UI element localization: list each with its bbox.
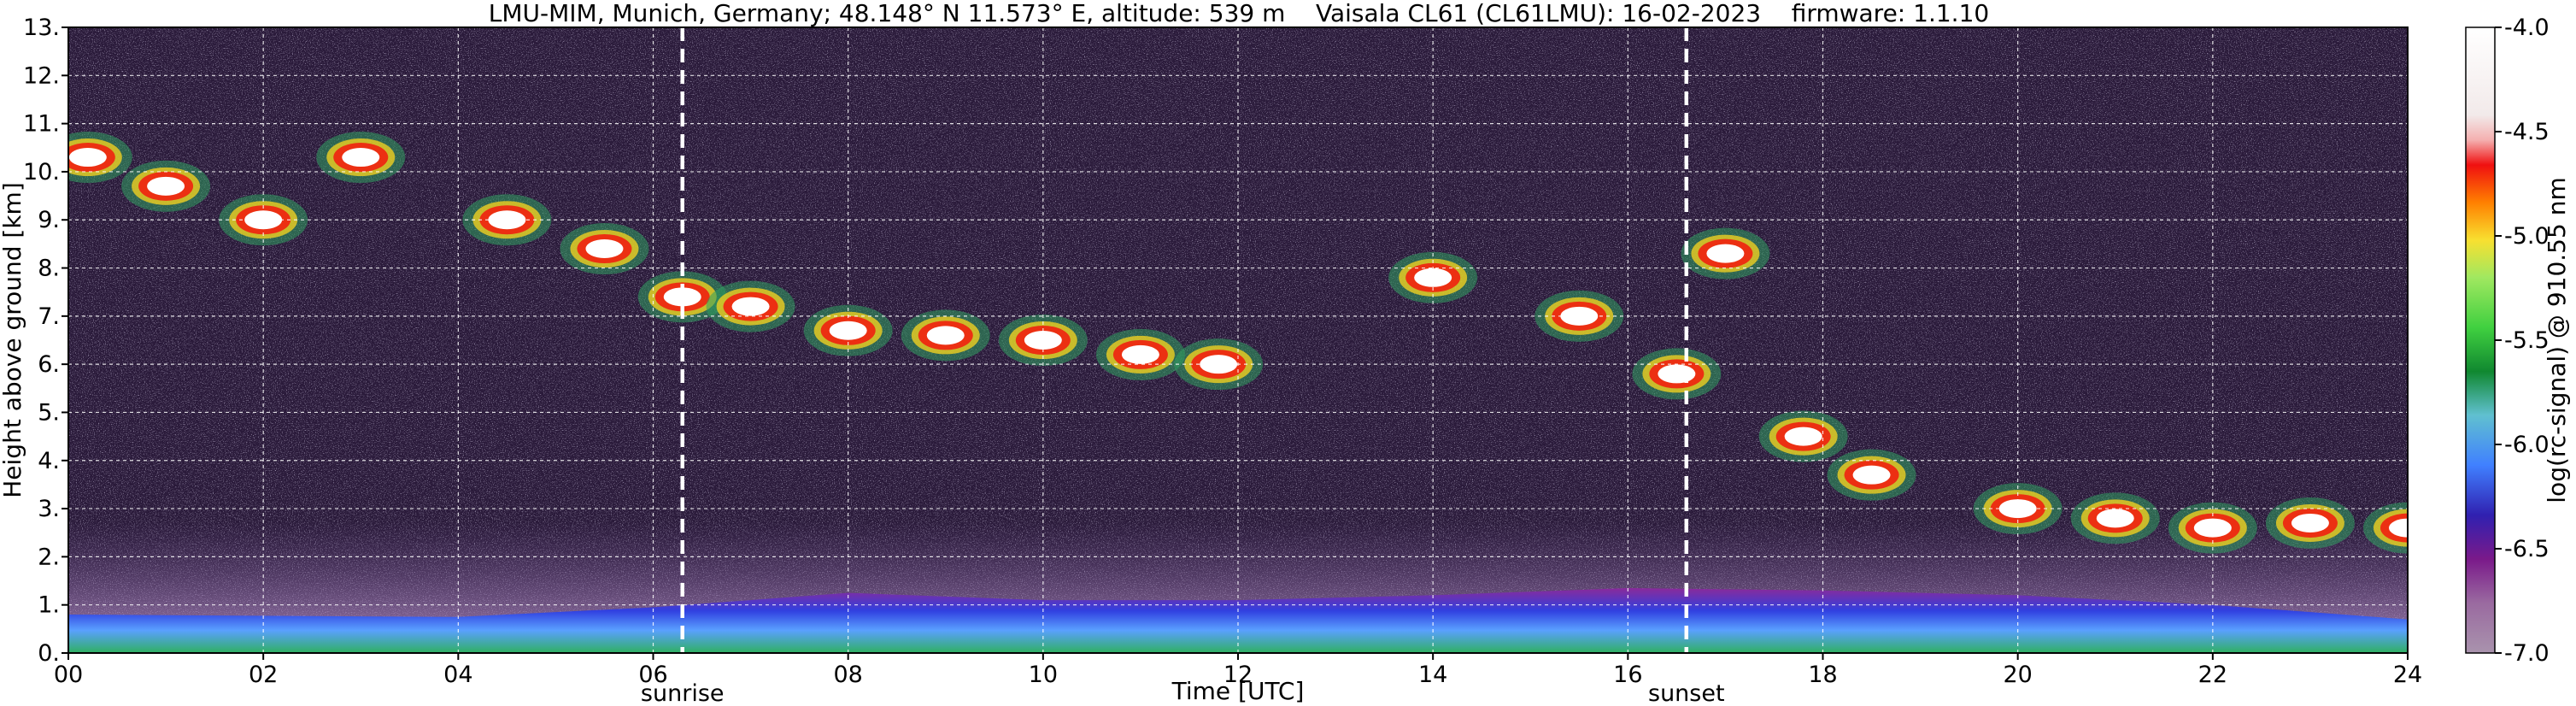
y-tick-label: 5. bbox=[38, 399, 60, 426]
cloud-core bbox=[2389, 518, 2408, 538]
y-tick-label: 1. bbox=[38, 592, 60, 619]
cloud-core bbox=[342, 148, 380, 168]
x-axis-label: Time [UTC] bbox=[1171, 677, 1305, 705]
x-tick-label: 08 bbox=[833, 662, 862, 688]
y-tick-label: 2. bbox=[38, 544, 60, 570]
x-tick-label: 02 bbox=[249, 662, 278, 688]
x-tick-label: 12 bbox=[1223, 662, 1253, 688]
cloud-core bbox=[1024, 331, 1062, 350]
y-axis-ticks: 0. 1. 2. 3. 4. 5. 6. 7. 8. 9. 10. 11. 12. 13. bbox=[23, 15, 68, 667]
x-tick-label: 24 bbox=[2393, 662, 2422, 688]
y-tick-label: 4. bbox=[38, 448, 60, 474]
cloud-core bbox=[585, 239, 624, 259]
colorbar-tick-label: -6.5 bbox=[2504, 536, 2550, 562]
colorbar-tick-label: -6.0 bbox=[2504, 432, 2550, 458]
cloud-layers bbox=[68, 132, 2408, 554]
cloud-core bbox=[1784, 427, 1822, 446]
y-tick-label: 0. bbox=[38, 640, 60, 667]
x-tick-label: 10 bbox=[1029, 662, 1058, 688]
y-tick-label: 8. bbox=[38, 256, 60, 282]
x-tick-label: 06 bbox=[638, 662, 667, 688]
cloud-core bbox=[1121, 344, 1159, 364]
y-tick-label: 12. bbox=[23, 62, 60, 89]
y-tick-label: 9. bbox=[38, 207, 60, 233]
cloud-core bbox=[2096, 509, 2134, 528]
colorbar-tick-label: -5.0 bbox=[2504, 223, 2550, 250]
cloud-core bbox=[731, 297, 770, 316]
cloud-core bbox=[1414, 268, 1452, 287]
y-tick-label: 10. bbox=[23, 159, 60, 185]
cloud-core bbox=[1658, 364, 1696, 384]
cloud-core bbox=[926, 326, 965, 345]
grid bbox=[68, 27, 2408, 653]
colorbar-ticks: -4.0 -4.5 -5.0 -5.5 -6.0 -6.5 -7.0 bbox=[2495, 15, 2550, 667]
x-axis-ticks: 00 02 04 06 08 10 12 14 16 18 20 22 24 bbox=[54, 653, 2422, 688]
y-tick-label: 3. bbox=[38, 496, 60, 522]
colorbar-tick-label: -4.0 bbox=[2504, 15, 2550, 41]
y-tick-label: 6. bbox=[38, 351, 60, 378]
y-axis-label: Height above ground [km] bbox=[0, 182, 26, 498]
x-tick-label: 04 bbox=[443, 662, 472, 688]
x-tick-label: 18 bbox=[1808, 662, 1837, 688]
cloud-core bbox=[1706, 244, 1745, 263]
y-tick-label: 7. bbox=[38, 303, 60, 330]
colorbar-tick-label: -4.5 bbox=[2504, 119, 2550, 145]
cloud-core bbox=[2291, 513, 2329, 532]
colorbar bbox=[2465, 26, 2496, 654]
x-tick-label: 22 bbox=[2198, 662, 2227, 688]
event-label-sunset: sunset bbox=[1648, 680, 1725, 706]
x-tick-label: 00 bbox=[54, 662, 83, 688]
event-label-sunrise: sunrise bbox=[641, 680, 725, 706]
noise-texture-green bbox=[68, 27, 2408, 284]
colorbar-label: log(rc-signal) @ 910.55 nm bbox=[2543, 177, 2571, 503]
cloud-core bbox=[68, 148, 107, 168]
colorbar-tick-label: -5.5 bbox=[2504, 327, 2550, 354]
colorbar-tick-label: -7.0 bbox=[2504, 640, 2550, 667]
y-tick-label: 11. bbox=[23, 111, 60, 138]
chart-title: LMU-MIM, Munich, Germany; 48.148° N 11.5… bbox=[489, 0, 1989, 27]
y-tick-label: 13. bbox=[23, 15, 60, 41]
x-tick-label: 14 bbox=[1418, 662, 1447, 688]
cloud-core bbox=[147, 176, 185, 196]
cloud-core bbox=[1852, 465, 1891, 485]
x-tick-label: 20 bbox=[2003, 662, 2032, 688]
x-tick-label: 16 bbox=[1613, 662, 1642, 688]
event-lines: sunrise sunset bbox=[641, 27, 1725, 706]
